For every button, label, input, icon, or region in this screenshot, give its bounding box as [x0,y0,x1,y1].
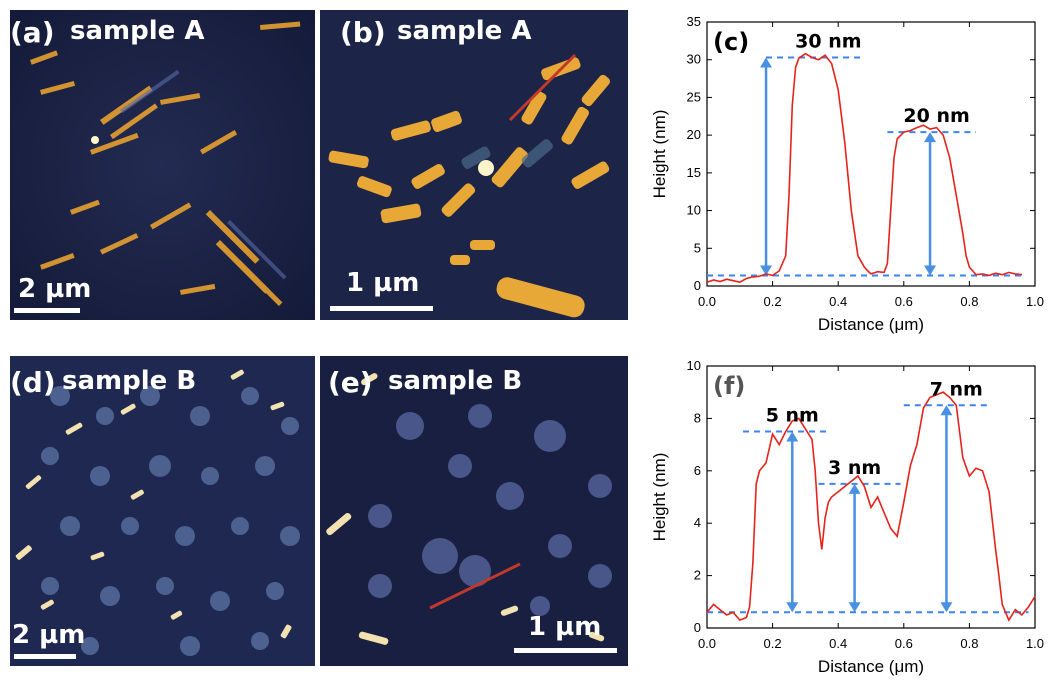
height-arrow-head-down [786,602,799,613]
scale-text-a: 2 µm [18,274,92,304]
afm-image-b-graphic [320,10,628,320]
y-tick-label: 10 [687,203,701,218]
height-arrow-head-up [940,405,953,416]
plot-frame [706,21,1036,287]
y-tick-label: 25 [687,89,701,104]
scale-bar-e [514,648,617,653]
height-annotation: 5 nm [766,405,819,427]
height-annotation: 30 nm [795,30,861,52]
panel-label: (f) [713,372,745,400]
height-annotation: 20 nm [903,105,969,127]
height-annotation: 7 nm [930,378,983,400]
x-tick-label: 0.2 [764,294,782,309]
y-tick-label: 20 [687,127,701,142]
y-tick-label: 5 [694,240,701,255]
afm-image-b [320,10,628,320]
x-tick-label: 0.0 [698,636,716,651]
scale-bar-a [14,308,80,313]
x-tick-label: 0.4 [829,294,847,309]
height-arrow-head-down [924,265,937,276]
height-profile-chart-f: 0.0 0.2 0.4 0.6 0.8 1.0 0 2 4 6 8 10 Distance (μm) He… [640,356,1044,682]
afm-image-e [320,356,628,666]
scale-text-b: 1 µm [346,268,420,298]
afm-image-a [10,10,315,320]
x-tick-label: 0.8 [960,636,978,651]
height-arrow-head-down [760,265,773,276]
panel-label-b: (b) [340,16,386,49]
chart-f-svg: 0.0 0.2 0.4 0.6 0.8 1.0 0 2 4 6 8 10 Distance (μm) He… [650,358,1044,676]
height-arrow-head-up [760,57,773,68]
sample-label-b: sample A [397,16,532,46]
height-profile-series [706,391,1036,622]
y-tick-label: 4 [694,515,701,530]
y-tick-label: 10 [687,358,701,373]
scale-text-d: 2 µm [12,620,86,650]
height-arrow-head-up [848,483,861,494]
x-tick-label: 0.2 [764,636,782,651]
x-axis-label: Distance (μm) [818,315,924,334]
x-tick-label: 0.4 [829,636,847,651]
y-tick-label: 6 [694,463,701,478]
x-tick-label: 0.6 [895,294,913,309]
panel-label-d: (d) [10,366,56,399]
x-tick-label: 1.0 [1026,636,1044,651]
profile-line-b [508,53,577,122]
height-annotation: 3 nm [828,457,881,479]
scale-text-e: 1 µm [528,612,602,642]
panel-label: (c) [713,28,749,56]
height-arrow-head-up [786,431,799,442]
x-tick-label: 1.0 [1026,294,1044,309]
height-arrow-head-down [848,602,861,613]
afm-image-a-graphic [10,10,315,320]
panel-label-e: (e) [328,366,373,399]
y-axis-label: Height (nm) [650,110,669,199]
y-tick-label: 2 [694,568,701,583]
height-profile-chart-c: 0.0 0.2 0.4 0.6 0.8 1.0 0 5 10 15 20 25 30 35 Distance… [640,10,1044,340]
plot-frame [706,365,1036,629]
sample-label-e: sample B [388,366,523,396]
height-profile-series [706,52,1022,284]
profile-line-e [429,562,521,610]
sample-label-d: sample B [62,366,197,396]
y-tick-label: 0 [694,620,701,635]
scale-bar-d [14,654,76,659]
afm-image-d-graphic [10,356,315,666]
scale-bar-b [330,306,433,311]
height-arrow-head-up [924,132,937,143]
y-tick-label: 30 [687,52,701,67]
y-tick-label: 35 [687,14,701,29]
x-tick-label: 0.6 [895,636,913,651]
y-axis-label: Height (nm) [650,453,669,542]
y-tick-label: 8 [694,410,701,425]
chart-c-svg: 0.0 0.2 0.4 0.6 0.8 1.0 0 5 10 15 20 25 30 35 Distance… [650,14,1044,334]
height-arrow-head-down [940,602,953,613]
sample-label-a: sample A [70,16,205,46]
y-tick-label: 15 [687,165,701,180]
afm-image-e-graphic [320,356,628,666]
x-tick-label: 0.8 [960,294,978,309]
afm-image-d [10,356,315,666]
y-tick-label: 0 [694,278,701,293]
x-axis-label: Distance (μm) [818,657,924,676]
panel-label-a: (a) [10,16,55,49]
x-tick-label: 0.0 [698,294,716,309]
